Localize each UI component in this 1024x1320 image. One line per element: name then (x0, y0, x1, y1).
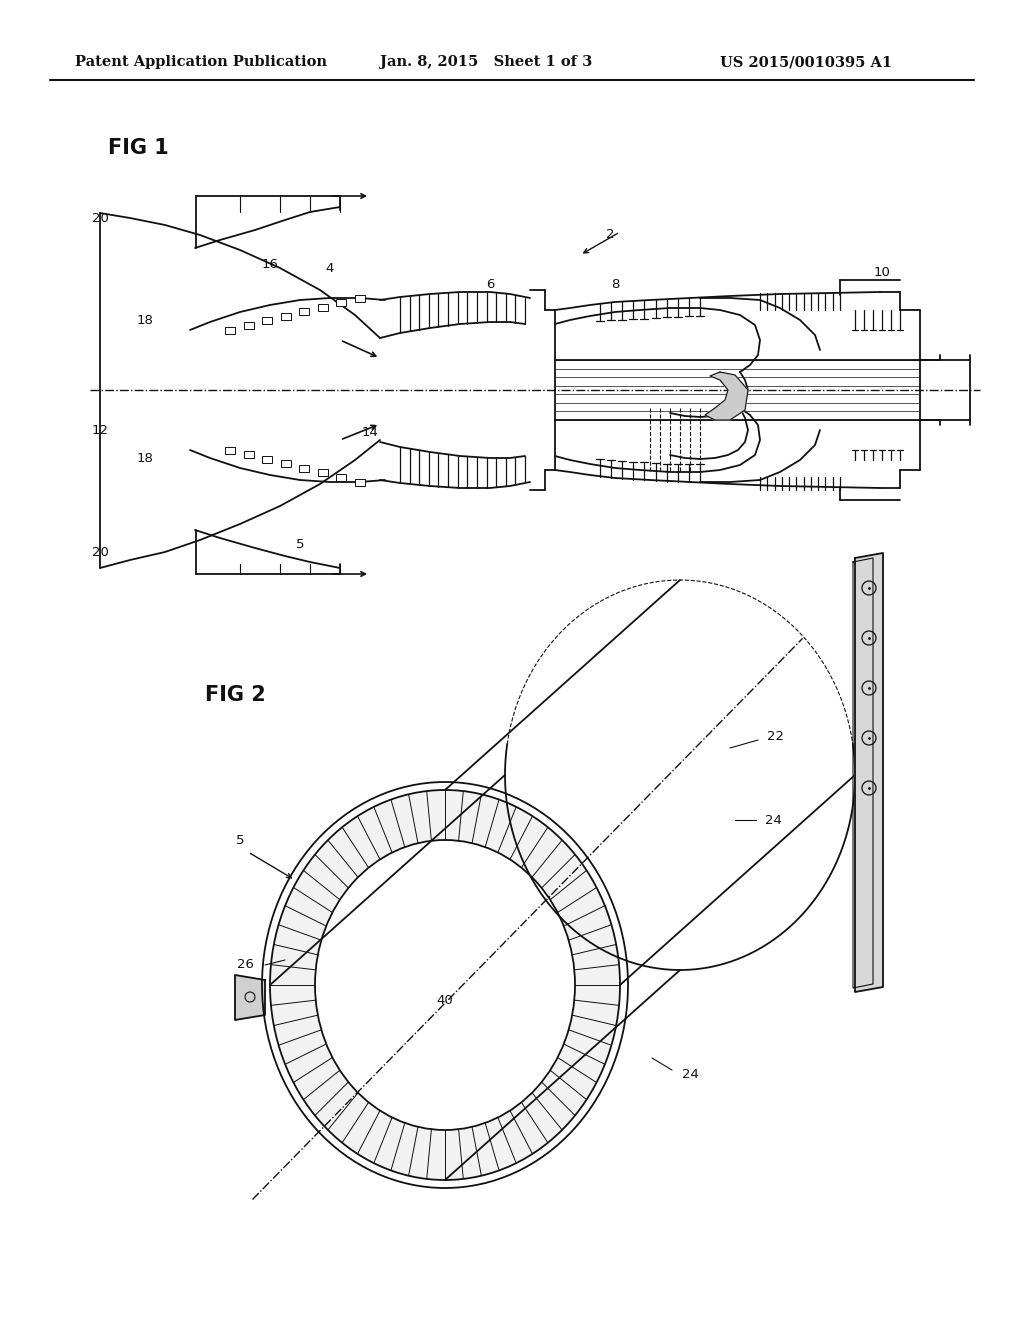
FancyBboxPatch shape (281, 461, 291, 467)
FancyBboxPatch shape (317, 304, 328, 310)
Text: 18: 18 (136, 451, 154, 465)
Text: 14: 14 (361, 425, 379, 438)
Text: 10: 10 (873, 265, 891, 279)
Text: US 2015/0010395 A1: US 2015/0010395 A1 (720, 55, 892, 69)
Text: FIG 1: FIG 1 (108, 139, 169, 158)
FancyBboxPatch shape (281, 313, 291, 319)
FancyBboxPatch shape (355, 294, 365, 301)
FancyBboxPatch shape (244, 322, 254, 329)
Text: 18: 18 (136, 314, 154, 326)
Text: 20: 20 (91, 211, 109, 224)
Text: 6: 6 (485, 279, 495, 292)
Text: 20: 20 (91, 545, 109, 558)
Text: 5: 5 (296, 539, 304, 552)
Text: 16: 16 (261, 259, 279, 272)
FancyBboxPatch shape (299, 465, 309, 471)
Text: 40: 40 (436, 994, 454, 1006)
Text: 24: 24 (765, 813, 781, 826)
Polygon shape (855, 553, 883, 993)
Text: 5: 5 (236, 833, 245, 846)
FancyBboxPatch shape (262, 317, 272, 325)
Text: FIG 2: FIG 2 (205, 685, 266, 705)
FancyBboxPatch shape (337, 300, 346, 306)
Text: 2: 2 (606, 228, 614, 242)
Text: 12: 12 (91, 424, 109, 437)
Text: 8: 8 (610, 279, 620, 292)
FancyBboxPatch shape (225, 446, 234, 454)
Polygon shape (315, 840, 575, 1130)
Polygon shape (234, 975, 265, 1020)
FancyBboxPatch shape (317, 470, 328, 477)
Polygon shape (705, 372, 748, 420)
Text: 26: 26 (237, 958, 253, 972)
Text: Patent Application Publication: Patent Application Publication (75, 55, 327, 69)
Text: 4: 4 (326, 261, 334, 275)
Text: 24: 24 (682, 1068, 698, 1081)
FancyBboxPatch shape (337, 474, 346, 480)
FancyBboxPatch shape (299, 308, 309, 315)
FancyBboxPatch shape (225, 326, 234, 334)
FancyBboxPatch shape (262, 455, 272, 462)
Text: Jan. 8, 2015   Sheet 1 of 3: Jan. 8, 2015 Sheet 1 of 3 (380, 55, 592, 69)
Text: 22: 22 (767, 730, 783, 742)
Polygon shape (270, 789, 620, 1180)
FancyBboxPatch shape (355, 479, 365, 486)
FancyBboxPatch shape (244, 451, 254, 458)
